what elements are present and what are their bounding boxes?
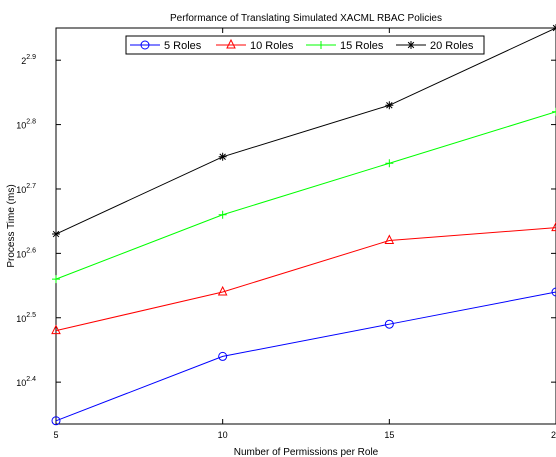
legend-label-20-roles: 20 Roles: [430, 40, 474, 52]
series-line-10-roles: [55, 227, 556, 332]
series-line-20-roles: [55, 27, 556, 235]
data-point-10-roles: [384, 234, 395, 244]
data-point-5-roles: [551, 287, 556, 297]
legend-box: [125, 35, 485, 55]
data-point-10-roles: [51, 324, 61, 335]
data-point-15-roles: [552, 107, 556, 116]
x-axis-title: Number of Permissions per Role: [234, 447, 379, 457]
data-point-10-roles: [217, 285, 228, 296]
x-tick-label: 15: [384, 430, 394, 440]
legend-marker-10-roles: [226, 38, 236, 49]
data-point-20-roles: [385, 101, 394, 110]
y-tick-label: 102.5: [16, 312, 36, 324]
data-point-20-roles: [52, 230, 60, 239]
x-tick-label: 5: [53, 430, 58, 440]
legend-label-15-roles: 15 Roles: [340, 40, 384, 52]
y-tick-label: 102.8: [16, 119, 36, 131]
series-line-15-roles: [55, 111, 556, 280]
data-point-5-roles: [218, 351, 228, 361]
chart-title: Performance of Translating Simulated XAC…: [170, 13, 442, 24]
series-20-roles: [52, 24, 556, 239]
plot-area: 5 10 15 20 102.4 102.5 102.6 102.7 102.8 22.9: [16, 24, 556, 440]
series-line-5-roles: [55, 291, 556, 422]
y-tick-label: 102.7: [16, 183, 36, 195]
y-tick-label: 22.9: [21, 54, 36, 66]
plot-frame: [55, 27, 556, 425]
data-point-15-roles: [385, 159, 394, 168]
legend-label-5-roles: 5 Roles: [164, 40, 202, 52]
legend-label-10-roles: 10 Roles: [250, 40, 294, 52]
data-point-10-roles: [551, 221, 556, 232]
y-axis-title: Process Time (ms): [6, 184, 17, 267]
series-10-roles: [51, 221, 556, 335]
x-tick-label: 20: [551, 430, 556, 440]
data-point-20-roles: [218, 152, 227, 161]
data-point-20-roles: [552, 24, 556, 32]
x-tick-label: 10: [218, 430, 228, 440]
data-point-15-roles: [52, 275, 60, 284]
y-tick-label: 102.4: [16, 376, 36, 388]
y-tick-label: 102.6: [16, 247, 36, 259]
data-point-5-roles: [384, 319, 394, 329]
series-5-roles: [51, 287, 556, 426]
series-15-roles: [52, 107, 556, 284]
legend-marker-5-roles: [140, 40, 150, 50]
data-point-5-roles: [51, 416, 61, 426]
legend-marker-15-roles: [317, 41, 325, 49]
data-point-15-roles: [218, 210, 227, 219]
legend-marker-20-roles: [407, 41, 415, 49]
legend: 5 Roles 10 Roles 15 Roles 20 Roles: [125, 35, 485, 55]
